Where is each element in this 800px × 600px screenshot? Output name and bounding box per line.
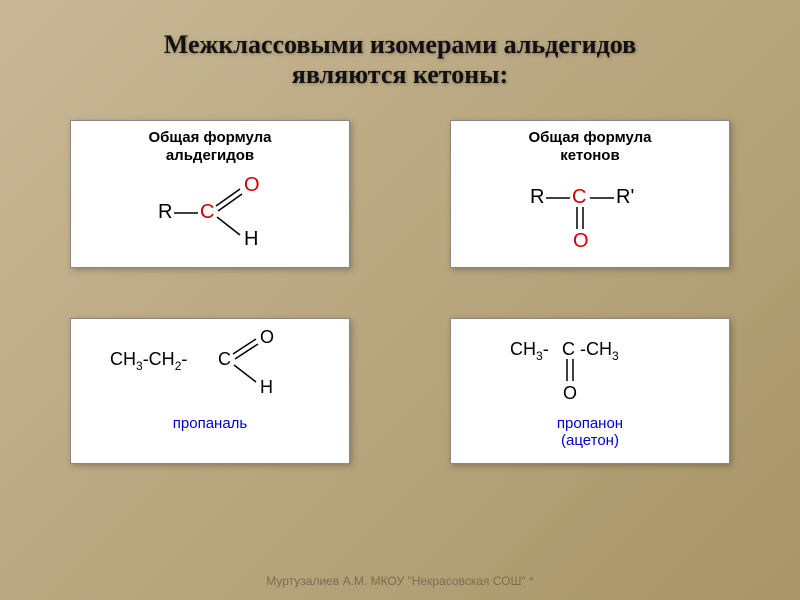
aldehyde-O: O — [244, 174, 260, 196]
propanal-C: C — [218, 349, 231, 369]
ketone-R: R — [530, 186, 544, 208]
slide: Межклассовыми изомерами альдегидов являю… — [0, 0, 800, 600]
title-line1: Межклассовыми изомерами альдегидов — [164, 30, 636, 59]
propanone-label: пропанон — [465, 415, 715, 432]
aldehyde-general-title: Общая формула альдегидов — [85, 129, 335, 165]
propanal-CO1 — [233, 339, 256, 354]
propanal-H: H — [260, 377, 273, 397]
ketone-general-formula: R C R' O — [465, 173, 715, 253]
ketone-R2: R' — [616, 186, 634, 208]
propanone-svg: CH3- C -CH3 O — [490, 327, 690, 407]
aldehyde-title-l2: альдегидов — [166, 147, 254, 164]
slide-title: Межклассовыми изомерами альдегидов являю… — [0, 0, 800, 100]
propanal-formula: CH3-CH2- C O H — [85, 327, 335, 407]
ketone-general-title: Общая формула кетонов — [465, 129, 715, 165]
propanal-chain: CH3-CH2- — [110, 349, 187, 373]
row-examples: CH3-CH2- C O H пропаналь CH3- C -CH3 — [0, 308, 800, 474]
ketone-O: O — [573, 230, 589, 252]
propanal-label: пропаналь — [85, 415, 335, 432]
propanal-O: O — [260, 327, 274, 347]
card-propanone: CH3- C -CH3 O пропанон (ацетон) — [450, 318, 730, 464]
ketone-title-l2: кетонов — [560, 147, 619, 164]
aldehyde-R: R — [158, 201, 172, 223]
propanone-right: -CH3 — [580, 339, 619, 363]
aldehyde-general-formula: R C O H — [85, 173, 335, 253]
aldehyde-formula-svg: R C O H — [140, 173, 280, 253]
ketone-formula-svg: R C R' O — [510, 173, 670, 253]
propanal-CH — [234, 365, 256, 382]
card-ketone-general: Общая формула кетонов R C R' O — [450, 120, 730, 268]
card-propanal: CH3-CH2- C O H пропаналь — [70, 318, 350, 464]
propanone-O: O — [563, 383, 577, 403]
bond-CH — [217, 217, 240, 235]
propanal-CO2 — [235, 344, 258, 359]
aldehyde-C: C — [200, 201, 214, 223]
aldehyde-title-l1: Общая формула — [148, 129, 271, 146]
aldehyde-H: H — [244, 228, 258, 250]
propanone-C: C — [562, 339, 575, 359]
card-aldehyde-general: Общая формула альдегидов R C O H — [70, 120, 350, 268]
title-line2: являются кетоны: — [292, 60, 508, 89]
ketone-title-l1: Общая формула — [528, 129, 651, 146]
propanone-formula: CH3- C -CH3 O — [465, 327, 715, 407]
footer-text: Муртузалиев А.М. МКОУ "Некрасовская СОШ"… — [0, 574, 800, 588]
propanal-svg: CH3-CH2- C O H — [100, 327, 320, 407]
propanone-sublabel: (ацетон) — [465, 432, 715, 449]
ketone-C: C — [572, 186, 586, 208]
row-general-formulas: Общая формула альдегидов R C O H — [0, 110, 800, 278]
propanone-left: CH3- — [510, 339, 549, 363]
